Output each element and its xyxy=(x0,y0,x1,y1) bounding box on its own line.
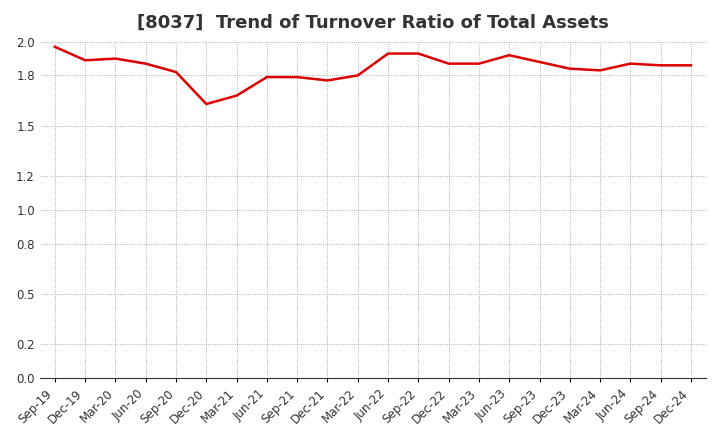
Title: [8037]  Trend of Turnover Ratio of Total Assets: [8037] Trend of Turnover Ratio of Total … xyxy=(137,14,609,32)
